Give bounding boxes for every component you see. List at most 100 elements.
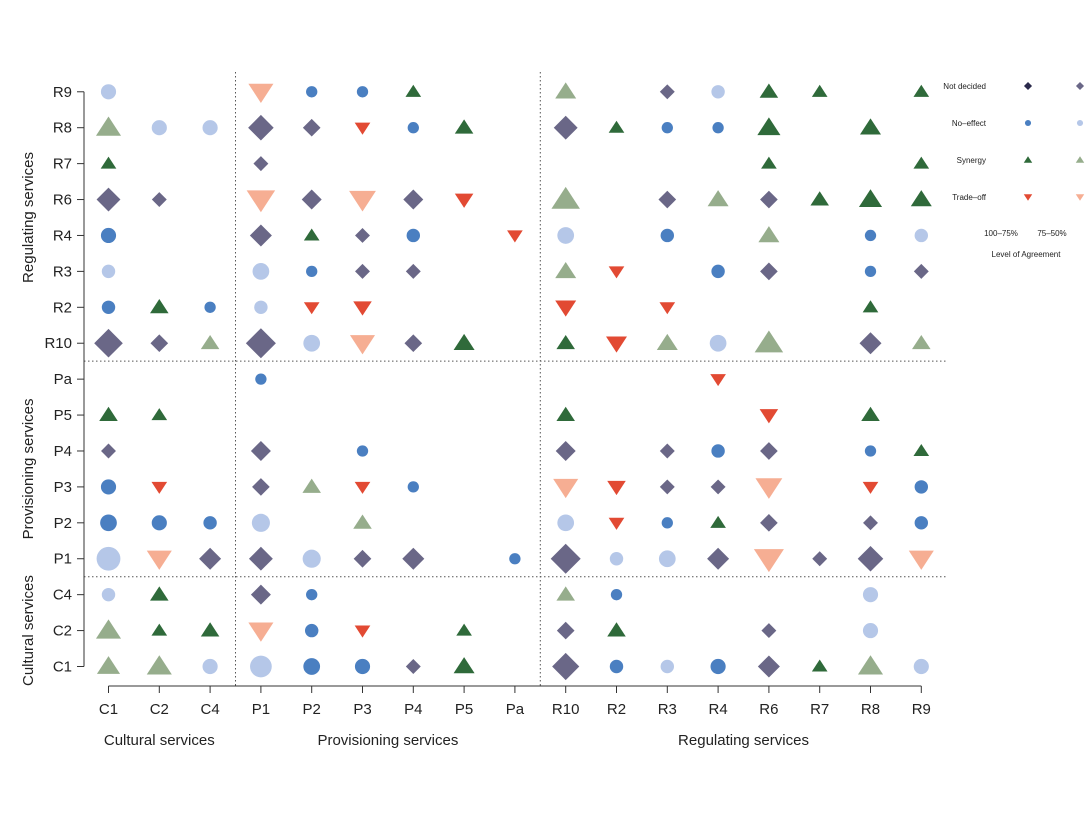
data-point [99, 406, 118, 422]
x-tick-label: C1 [99, 701, 118, 718]
data-point [453, 657, 475, 674]
data-point [710, 479, 726, 495]
data-point [553, 478, 579, 499]
data-point [812, 551, 828, 567]
data-point [252, 478, 270, 496]
data-point [761, 623, 777, 639]
data-point [252, 263, 270, 280]
y-tick-label: P3 [54, 479, 72, 496]
data-point [710, 658, 726, 675]
legend-label: No–effect [952, 119, 987, 128]
data-point [863, 515, 878, 531]
data-point [100, 84, 117, 100]
data-point [353, 301, 372, 316]
data-point [151, 515, 167, 531]
data-point [95, 619, 122, 639]
data-point [202, 120, 218, 136]
group-dividers [84, 72, 948, 686]
data-point [864, 229, 877, 242]
data-point [509, 553, 521, 565]
x-tick-label: Pa [506, 701, 525, 718]
data-point [96, 546, 121, 571]
data-point [711, 264, 725, 279]
x-tick-label: C2 [150, 701, 169, 718]
data-point [608, 120, 625, 133]
legend-col-high: 100–75% [984, 229, 1018, 238]
y-tick-labels: C1 C2 C4 P1 P2 P3 P4 P5 Pa R10 R2 R3 R4 R6 R7 R8 R9 [44, 84, 84, 676]
data-point [607, 480, 626, 496]
data-point [151, 481, 168, 494]
data-point [96, 656, 121, 674]
y-group-labels: Cultural services Provisioning services Re… [20, 152, 37, 686]
data-point [349, 335, 376, 355]
data-point [553, 115, 578, 140]
x-tick-label: R3 [658, 701, 677, 718]
data-point [151, 192, 167, 207]
legend-marker-low [1075, 156, 1085, 163]
data-point [913, 443, 930, 457]
data-point [552, 652, 580, 681]
data-point [660, 659, 675, 674]
data-point [760, 262, 778, 281]
y-tick-label: P1 [54, 551, 72, 568]
legend-col-low: 75–50% [1037, 229, 1066, 238]
data-point [402, 547, 425, 570]
data-point [248, 622, 274, 642]
data-point [151, 120, 167, 136]
data-point [811, 659, 828, 672]
data-point [150, 299, 169, 314]
data-point [760, 190, 778, 209]
data-point [760, 513, 778, 532]
data-point [255, 373, 267, 385]
data-point [555, 82, 577, 99]
data-point [606, 336, 627, 353]
legend-marker-high [1023, 81, 1033, 91]
data-point [250, 440, 271, 461]
data-point [302, 549, 321, 568]
data-point [101, 587, 116, 602]
data-point [659, 84, 675, 100]
data-point [454, 193, 474, 208]
x-tick-label: R4 [709, 701, 728, 718]
data-point [303, 302, 320, 315]
legend: Not decided No–effect Synergy Trade–off 100–… [943, 81, 1085, 259]
y-tick-label: C2 [53, 623, 72, 640]
data-point [203, 516, 217, 530]
data-point [245, 328, 276, 359]
data-point [101, 300, 116, 315]
data-point [303, 658, 321, 675]
data-point [555, 440, 576, 461]
data-point [101, 264, 116, 279]
data-point [251, 513, 270, 532]
axes [83, 91, 922, 687]
data-point [758, 226, 780, 243]
data-point [757, 117, 781, 136]
data-point [253, 156, 269, 172]
data-point [709, 334, 727, 352]
data-point [151, 408, 168, 421]
data-point [913, 263, 929, 279]
data-point [556, 334, 575, 350]
data-point [908, 550, 934, 570]
data-point [861, 406, 880, 422]
data-point [249, 224, 272, 247]
data-point [407, 122, 419, 134]
data-point [507, 230, 523, 243]
data-point [101, 443, 116, 459]
data-point [550, 543, 581, 574]
data-point [353, 514, 372, 529]
data-point [453, 333, 475, 350]
data-point [913, 156, 930, 169]
data-point [761, 156, 777, 169]
data-point [302, 478, 321, 493]
y-tick-label: R9 [53, 84, 72, 101]
data-point [404, 334, 423, 353]
data-point [456, 623, 472, 636]
data-point [551, 186, 580, 209]
data-point [661, 122, 673, 134]
data-point [712, 122, 724, 134]
data-point [610, 588, 623, 601]
data-point [349, 190, 376, 212]
data-point [405, 263, 421, 279]
y-tick-label: Pa [54, 371, 73, 388]
